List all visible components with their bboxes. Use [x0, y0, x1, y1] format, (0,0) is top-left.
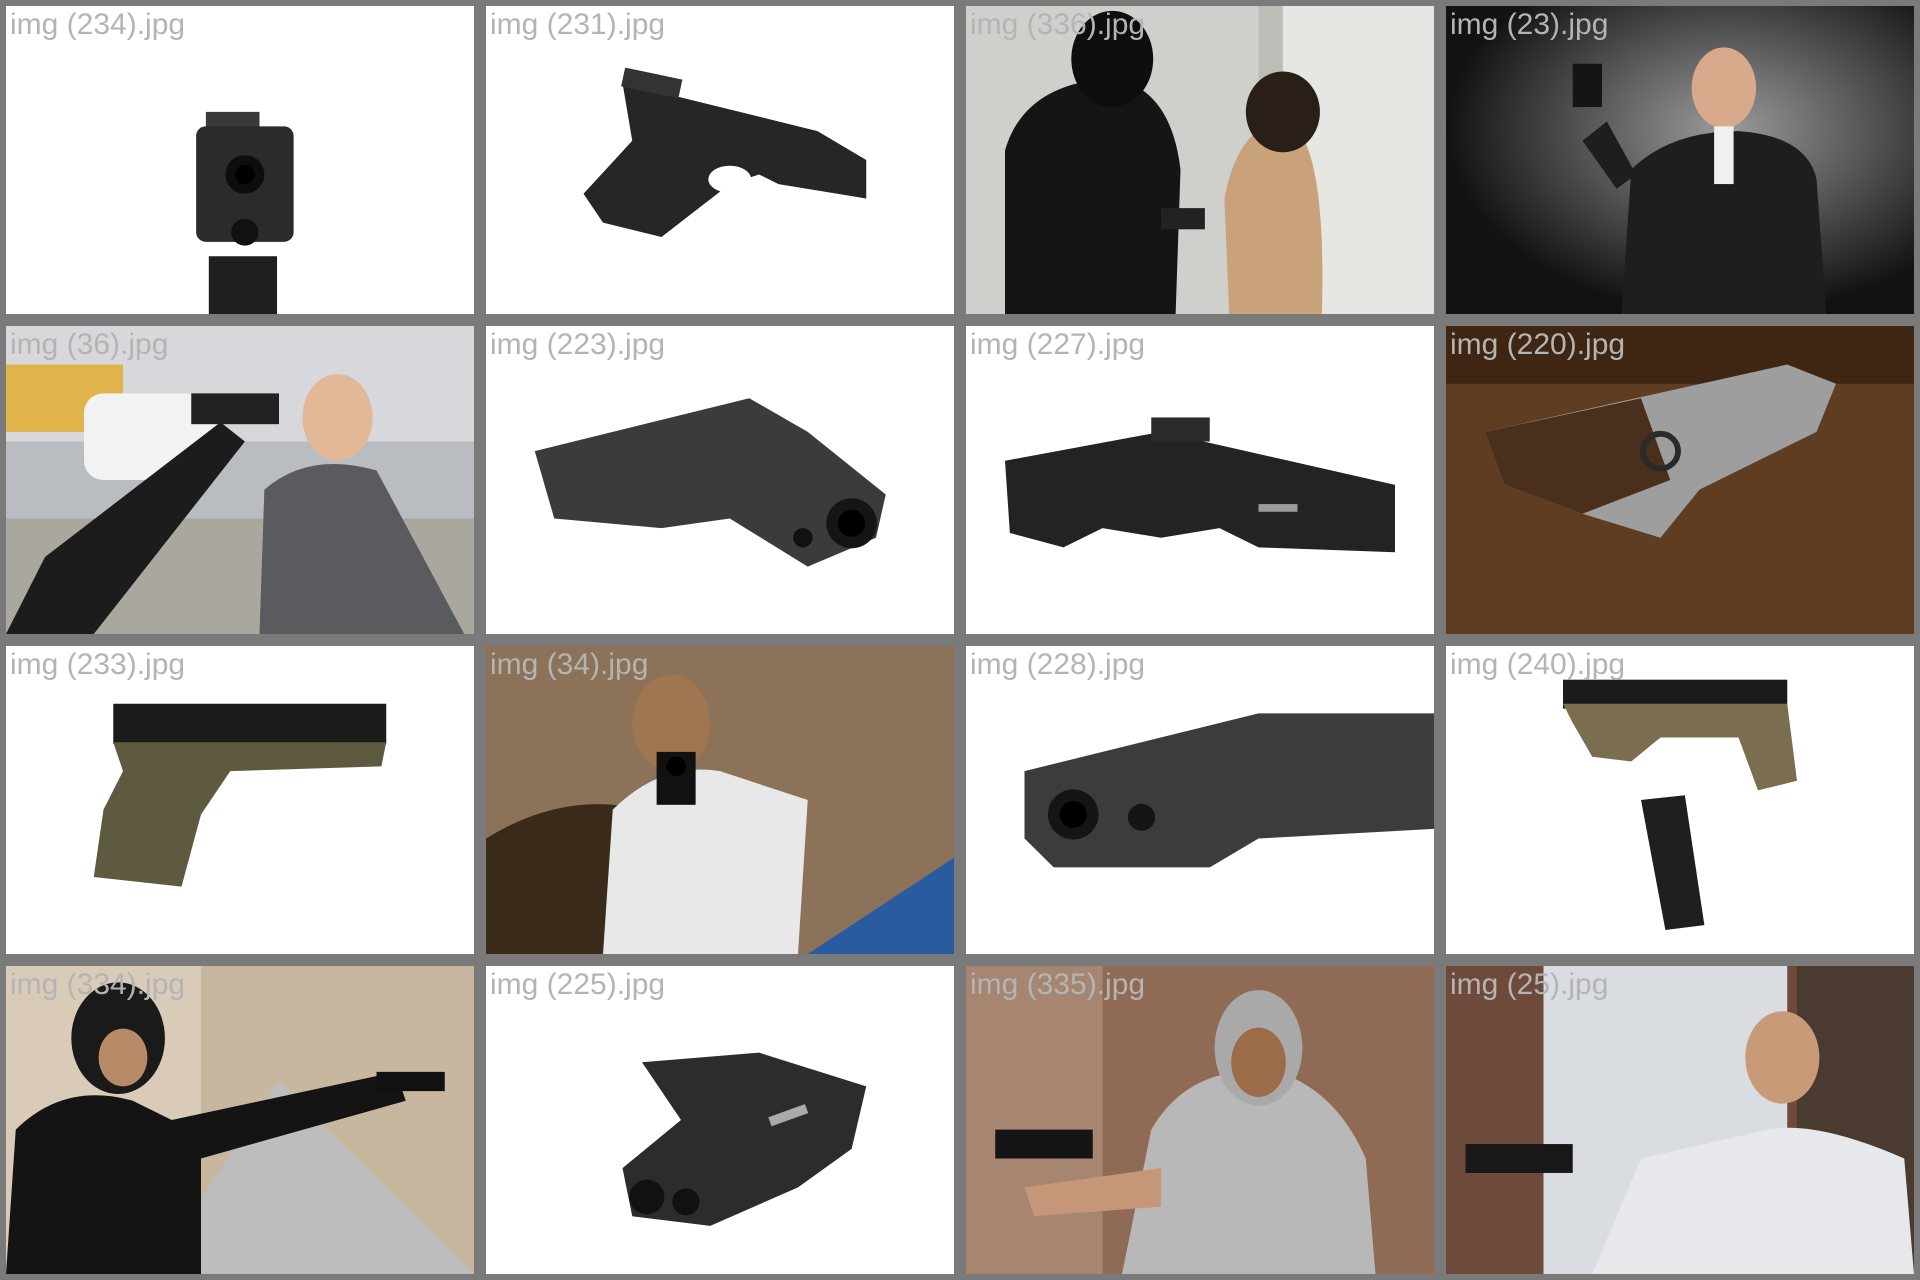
gallery-tile[interactable]: img (34).jpg: [480, 640, 960, 960]
gallery-tile[interactable]: img (240).jpg: [1440, 640, 1920, 960]
pistol-side-photo: [486, 6, 954, 314]
hooded-man-brick-photo: [966, 966, 1434, 1274]
aiming-from-car-photo: [486, 646, 954, 954]
gallery-tile[interactable]: img (234).jpg: [0, 0, 480, 320]
gallery-tile[interactable]: img (231).jpg: [480, 0, 960, 320]
man-suit-photo: [1446, 6, 1914, 314]
gallery-tile[interactable]: img (23).jpg: [1440, 0, 1920, 320]
gallery-tile[interactable]: img (223).jpg: [480, 320, 960, 640]
gallery-tile[interactable]: img (36).jpg: [0, 320, 480, 640]
olive-pistol-magazine-photo: [1446, 646, 1914, 954]
robbery-scene-photo: [966, 6, 1434, 314]
olive-pistol-photo: [6, 646, 474, 954]
gallery-tile[interactable]: img (220).jpg: [1440, 320, 1920, 640]
pistol-closeup-photo: [966, 646, 1434, 954]
pistol-side-photo: [966, 326, 1434, 634]
gallery-tile[interactable]: img (334).jpg: [0, 960, 480, 1280]
gallery-tile[interactable]: img (335).jpg: [960, 960, 1440, 1280]
gallery-tile[interactable]: img (25).jpg: [1440, 960, 1920, 1280]
businessman-aiming-photo: [1446, 966, 1914, 1274]
pistol-on-table-photo: [1446, 326, 1914, 634]
gallery-tile[interactable]: img (227).jpg: [960, 320, 1440, 640]
aimed-at-man-photo: [6, 326, 474, 634]
gallery-tile[interactable]: img (336).jpg: [960, 0, 1440, 320]
gallery-tile[interactable]: img (233).jpg: [0, 640, 480, 960]
gallery-tile[interactable]: img (228).jpg: [960, 640, 1440, 960]
hooded-man-street-photo: [6, 966, 474, 1274]
gallery-tile[interactable]: img (225).jpg: [480, 960, 960, 1280]
pistol-angled-photo: [486, 326, 954, 634]
pistol-front-photo: [6, 6, 474, 314]
pistol-top-photo: [486, 966, 954, 1274]
